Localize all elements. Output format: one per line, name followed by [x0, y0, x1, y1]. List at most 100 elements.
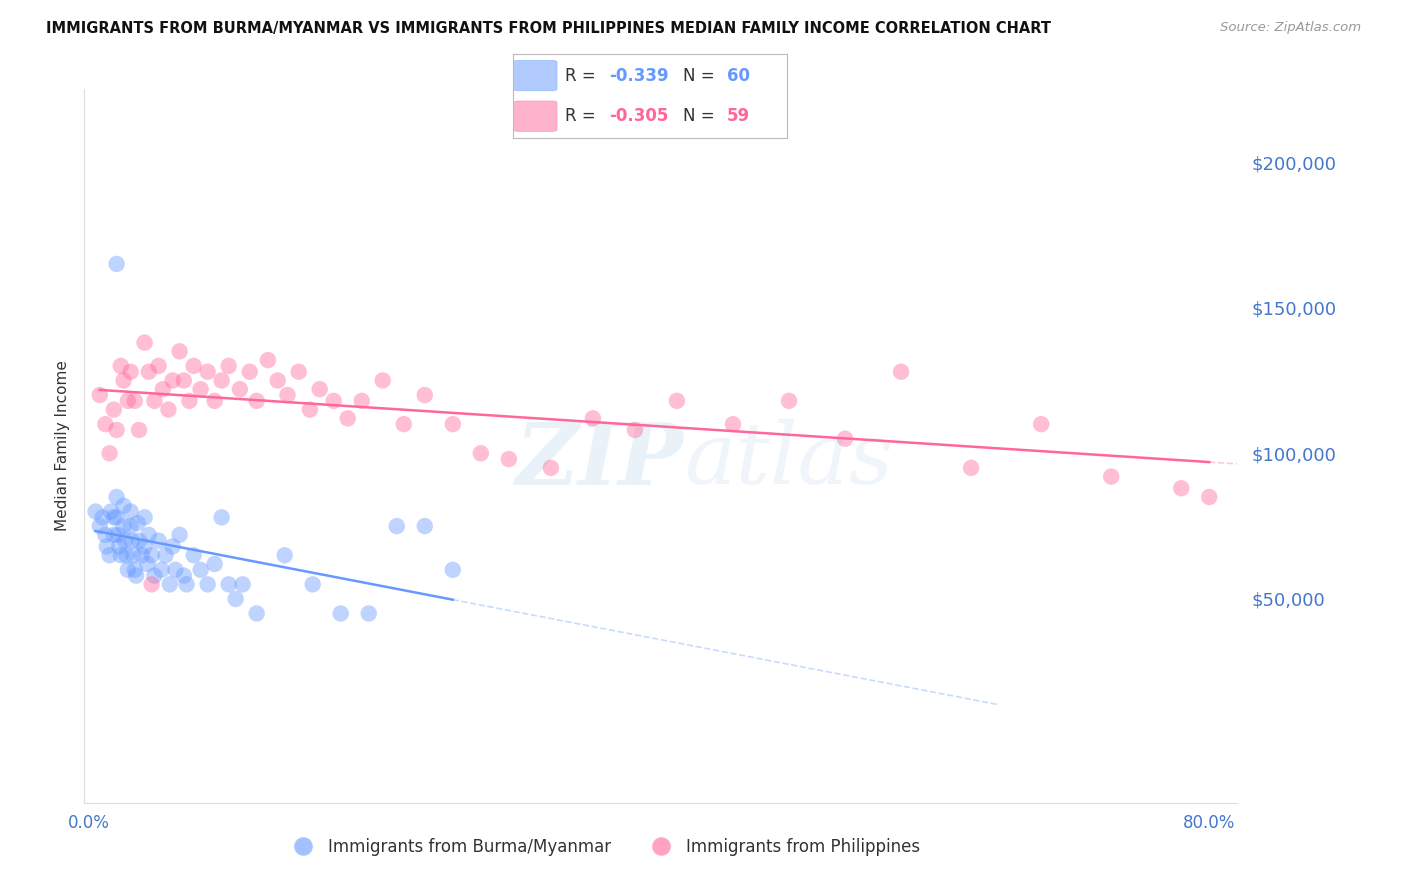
Point [1198, 490, 1220, 504]
Point [134, 540, 156, 554]
Point [112, 374, 135, 388]
Point [218, 359, 240, 373]
Point [190, 382, 212, 396]
Point [273, 548, 295, 562]
Point [157, 402, 180, 417]
Point [134, 335, 156, 350]
Point [148, 359, 170, 373]
Point [266, 374, 288, 388]
Point [115, 548, 138, 562]
Point [120, 504, 142, 518]
Point [150, 563, 173, 577]
Point [136, 557, 159, 571]
Point [385, 519, 408, 533]
Point [246, 607, 269, 621]
Point [190, 563, 212, 577]
Point [110, 359, 132, 373]
Point [112, 519, 135, 533]
Point [105, 490, 128, 504]
Point [148, 533, 170, 548]
Point [124, 563, 146, 577]
Point [298, 402, 321, 417]
Point [176, 577, 198, 591]
Point [225, 591, 247, 606]
Point [141, 577, 163, 591]
Text: atlas: atlas [683, 419, 893, 501]
Point [246, 393, 269, 408]
Point [665, 393, 688, 408]
Point [276, 388, 298, 402]
Point [131, 548, 153, 562]
Point [371, 374, 394, 388]
Point [498, 452, 520, 467]
Text: -0.339: -0.339 [609, 67, 669, 85]
Point [218, 577, 240, 591]
Text: 60: 60 [727, 67, 749, 85]
Point [114, 533, 136, 548]
Point [308, 382, 330, 396]
Point [357, 607, 380, 621]
Point [117, 563, 139, 577]
Text: IMMIGRANTS FROM BURMA/MYANMAR VS IMMIGRANTS FROM PHILIPPINES MEDIAN FAMILY INCOM: IMMIGRANTS FROM BURMA/MYANMAR VS IMMIGRA… [46, 21, 1052, 36]
Point [98, 446, 121, 460]
Point [138, 528, 160, 542]
Point [322, 393, 344, 408]
Text: R =: R = [565, 107, 602, 125]
Point [103, 528, 125, 542]
Point [441, 417, 464, 432]
Point [103, 402, 125, 417]
Text: Source: ZipAtlas.com: Source: ZipAtlas.com [1220, 21, 1361, 34]
Point [183, 359, 205, 373]
Point [162, 374, 184, 388]
Point [122, 548, 145, 562]
Point [159, 577, 181, 591]
Point [121, 533, 143, 548]
Point [197, 577, 219, 591]
Point [624, 423, 647, 437]
Point [103, 510, 125, 524]
Point [179, 393, 201, 408]
Text: ZIP: ZIP [516, 418, 683, 502]
Point [413, 519, 436, 533]
Point [127, 516, 149, 531]
Point [110, 548, 132, 562]
Point [96, 540, 118, 554]
Point [165, 563, 187, 577]
Point [105, 257, 128, 271]
Point [120, 519, 142, 533]
Point [128, 533, 150, 548]
Text: N =: N = [683, 67, 720, 85]
Point [211, 510, 233, 524]
Point [107, 528, 129, 542]
Point [98, 548, 121, 562]
Point [204, 393, 226, 408]
Point [890, 365, 912, 379]
Point [834, 432, 856, 446]
Point [173, 568, 195, 582]
Text: R =: R = [565, 67, 602, 85]
Point [112, 499, 135, 513]
Point [138, 365, 160, 379]
Point [94, 528, 117, 542]
Point [392, 417, 415, 432]
Text: -0.305: -0.305 [609, 107, 668, 125]
Point [105, 510, 128, 524]
Text: 59: 59 [727, 107, 751, 125]
Point [1099, 469, 1122, 483]
Point [239, 365, 262, 379]
Point [100, 504, 122, 518]
Point [301, 577, 323, 591]
Point [105, 423, 128, 437]
Point [134, 510, 156, 524]
Y-axis label: Median Family Income: Median Family Income [55, 360, 70, 532]
Point [124, 393, 146, 408]
Point [94, 417, 117, 432]
Point [125, 568, 148, 582]
Point [350, 393, 373, 408]
Point [229, 382, 252, 396]
Point [89, 388, 111, 402]
Point [169, 528, 191, 542]
Legend: Immigrants from Burma/Myanmar, Immigrants from Philippines: Immigrants from Burma/Myanmar, Immigrant… [280, 831, 927, 863]
Point [143, 393, 166, 408]
Point [287, 365, 309, 379]
